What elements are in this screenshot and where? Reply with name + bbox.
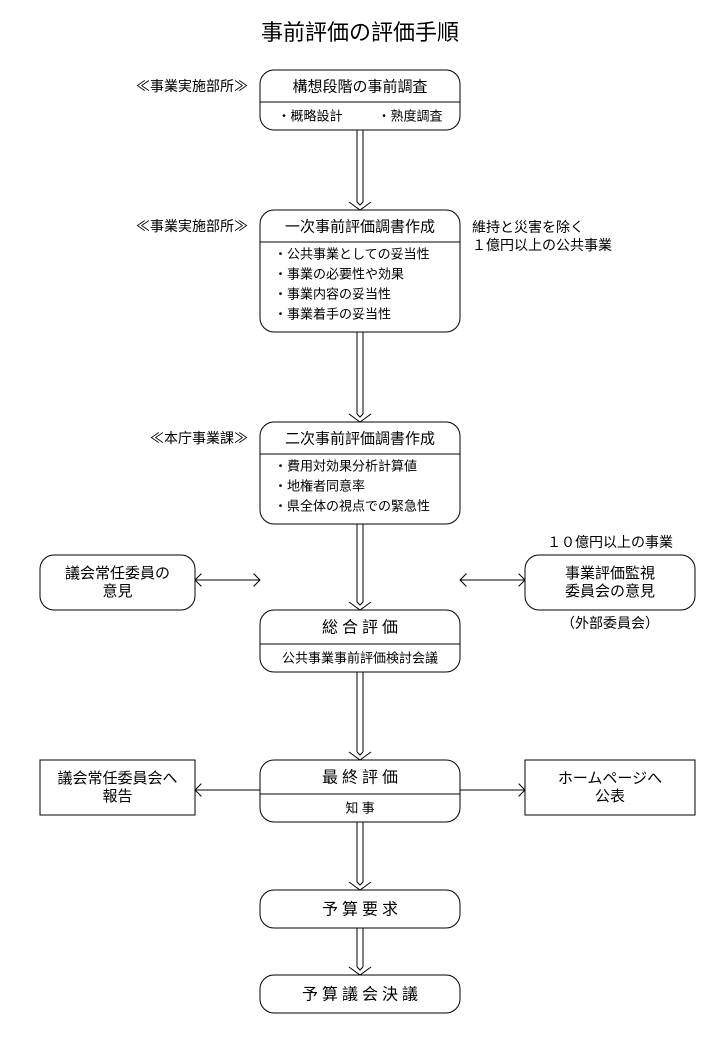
side-box-line: 意見 <box>102 582 132 600</box>
node-title: 構想段階の事前調査 <box>292 78 427 95</box>
page-title: 事前評価の評価手順 <box>261 20 459 45</box>
node-bullet: ・事業着手の妥当性 <box>274 307 391 322</box>
node-title: 総 合 評 価 <box>322 619 398 637</box>
side-box-line: ホームページへ <box>558 771 662 787</box>
node-bullet: ・概略設計 <box>277 109 342 124</box>
node-bullet: ・熟度調査 <box>377 109 442 124</box>
node-right-label: 維持と災害を除く <box>472 220 584 236</box>
node-bullet: ・費用対効果分析計算値 <box>274 459 417 474</box>
node-right-label: １億円以上の公共事業 <box>472 238 612 254</box>
node-left-label: ≪事業実施部所≫ <box>136 79 248 95</box>
side-box-line: 委員会の意見 <box>565 582 655 600</box>
side-box <box>525 555 695 610</box>
side-box-below-label: （外部委員会） <box>561 616 659 632</box>
node-bullet: ・地権者同意率 <box>274 479 365 494</box>
side-box <box>525 760 695 815</box>
side-box-line: 議会常任委員の <box>65 564 170 582</box>
node-subtitle: 知 事 <box>345 801 374 816</box>
node-title: 最 終 評 価 <box>322 769 398 787</box>
node-title: 予 算 議 会 決 議 <box>302 985 418 1004</box>
node-bullet: ・事業内容の妥当性 <box>274 287 391 302</box>
side-box-line: 公表 <box>595 788 625 805</box>
side-box-line: 報告 <box>102 788 132 805</box>
node-subtitle: 公共事業事前評価検討会議 <box>282 651 438 666</box>
node-left-label: ≪事業実施部所≫ <box>136 219 248 235</box>
side-box-line: 議会常任委員会へ <box>57 769 177 787</box>
side-box <box>40 760 195 815</box>
side-box <box>40 555 195 610</box>
node-title: 予 算 要 求 <box>322 900 398 919</box>
node-bullet: ・公共事業としての妥当性 <box>274 247 430 262</box>
node-bullet: ・県全体の視点での緊急性 <box>274 499 430 514</box>
side-box-above-label: １０億円以上の事業 <box>547 535 673 551</box>
side-box-line: 事業評価監視 <box>565 565 655 582</box>
node-title: 一次事前評価調書作成 <box>285 218 435 235</box>
node-title: 二次事前評価調書作成 <box>285 430 435 447</box>
node-bullet: ・事業の必要性や効果 <box>274 267 404 282</box>
node-left-label: ≪本庁事業課≫ <box>150 431 248 447</box>
